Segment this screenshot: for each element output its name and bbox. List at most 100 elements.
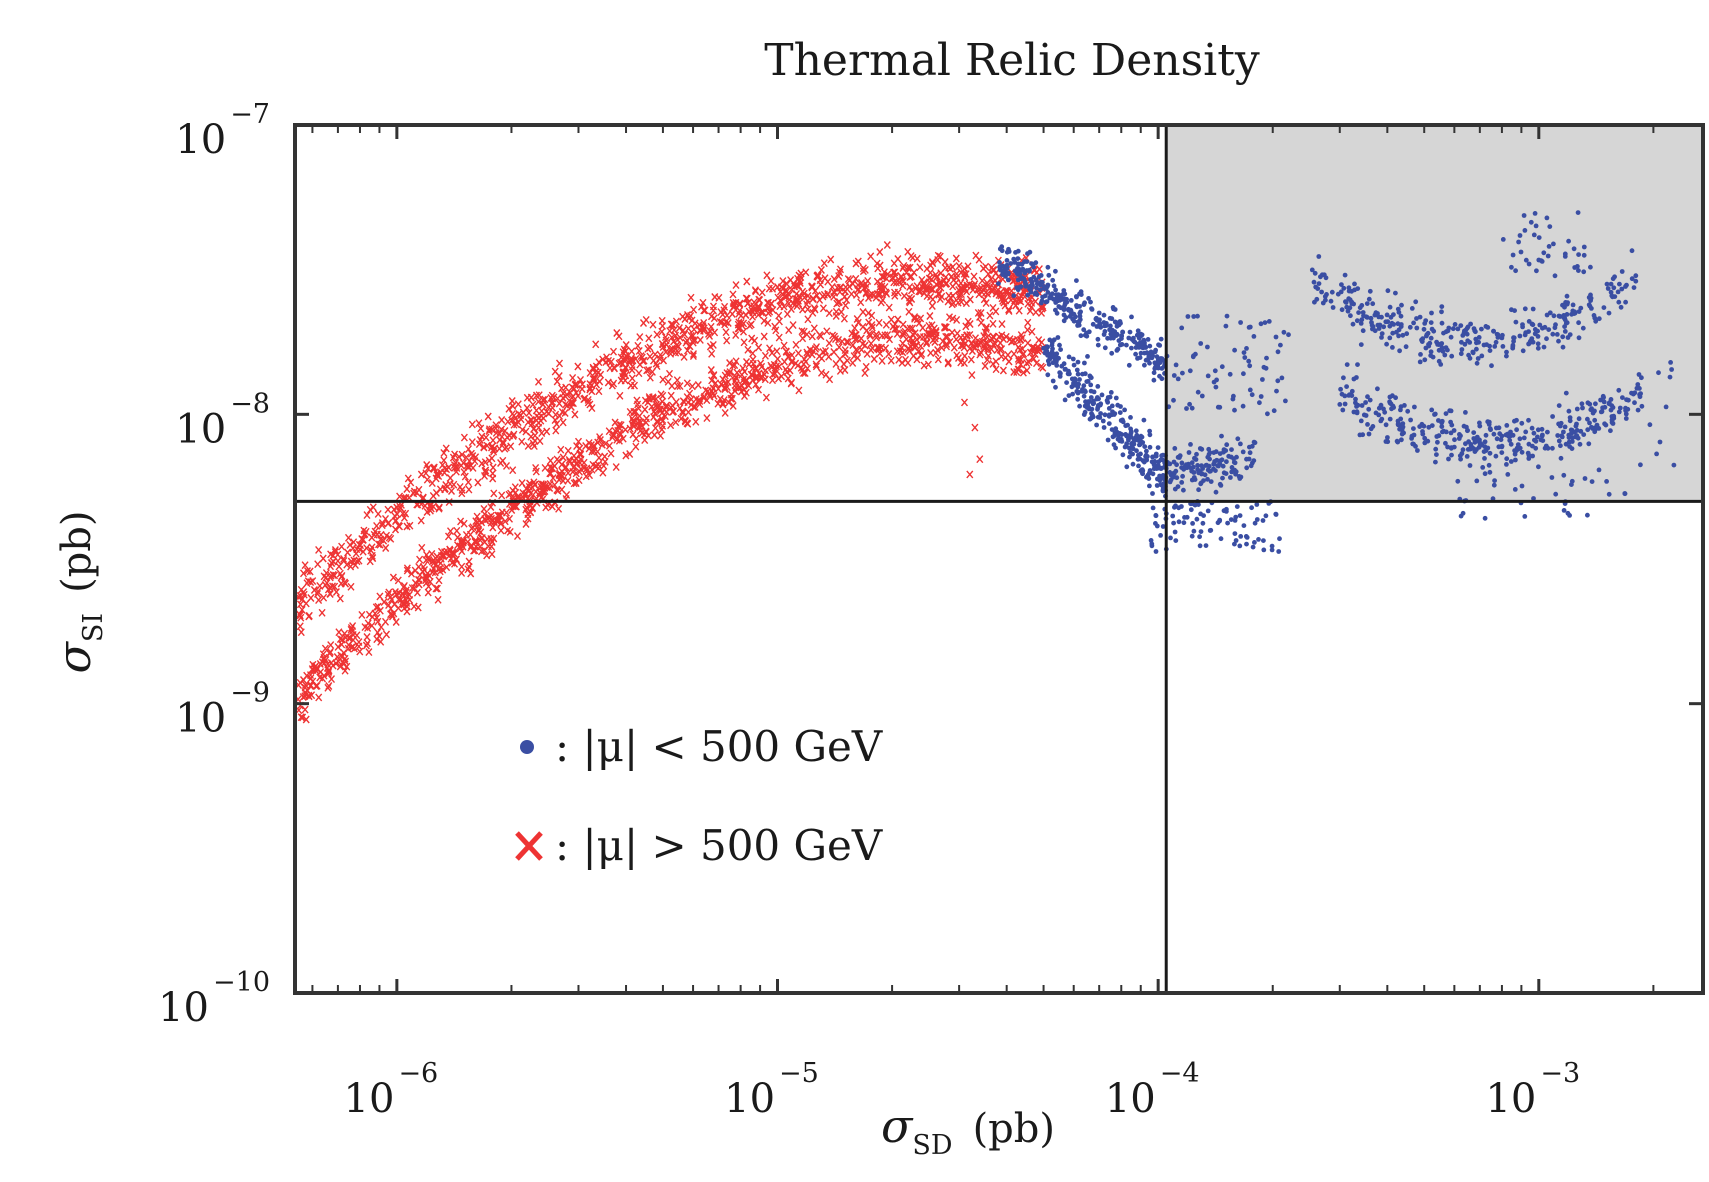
red-x-point [783,310,791,319]
red-x-point [866,331,874,340]
blue-dot-point [1311,279,1317,285]
blue-dot-point [1617,281,1622,287]
blue-dot-point [1571,311,1577,316]
red-x-point [539,400,547,409]
blue-dot-point [1536,235,1542,241]
red-x-point [744,345,752,354]
blue-dot-point [1075,384,1081,390]
red-x-point [609,431,617,440]
red-x-point [334,556,342,565]
blue-dot-point [1420,429,1425,434]
red-x-point [373,521,381,530]
blue-dot-point [1561,472,1567,478]
red-x-point [972,339,980,348]
red-x-point [446,545,454,554]
blue-dot-point [1275,378,1281,384]
blue-dot-point [1047,295,1053,301]
blue-dot-point [1517,436,1523,442]
blue-dot-point [1493,453,1499,459]
blue-dot-point [1115,346,1121,352]
blue-dot-point [1511,335,1516,341]
blue-dot-point [1037,287,1043,293]
red-x-point [488,550,496,559]
red-x-point [985,284,994,293]
red-x-point [899,339,907,348]
y-tick-label: 10−9 [175,678,270,742]
red-x-point [935,290,943,299]
blue-dot-point [1491,431,1497,437]
red-x-point [904,358,912,367]
blue-dot-point [1551,241,1556,247]
blue-dot-point [1261,538,1266,543]
red-x-point [574,437,583,446]
blue-dot-point [1247,450,1253,456]
blue-dot-point [1476,339,1481,345]
red-x-point [826,375,834,384]
blue-dot-point [1117,438,1123,444]
blue-dot-point [1101,425,1107,430]
red-x-point [594,368,602,377]
blue-dot-point [1519,420,1525,426]
red-x-point [541,395,549,404]
blue-dot-point [1531,496,1536,501]
red-x-point [377,623,385,632]
blue-dot-point [1201,478,1206,483]
blue-dot-point [1528,219,1534,225]
red-x-point [787,276,795,285]
red-x-point [758,288,766,297]
red-x-point [395,595,403,604]
blue-dot-point [1057,374,1063,379]
blue-dot-point [1359,403,1365,408]
blue-dot-point [1205,454,1211,460]
blue-dot-point [1387,416,1393,422]
red-x-point [1032,359,1041,368]
red-x-point [711,379,720,388]
red-x-point [327,641,335,650]
red-x-point [613,329,621,337]
blue-dot-point [1107,315,1113,321]
red-x-point [981,362,989,370]
red-x-point [751,286,759,295]
red-x-point [982,299,990,308]
blue-dot-point [1394,438,1400,444]
red-x-point [481,458,489,467]
blue-dot-point [1128,426,1133,432]
blue-dot-point [1154,483,1160,488]
blue-dot-point [1562,251,1568,257]
blue-dot-point [1160,473,1166,478]
blue-dot-point [1067,371,1072,377]
blue-dot-point [1238,534,1244,539]
blue-dot-point [1277,536,1282,542]
red-x-point [841,366,849,374]
blue-dot-point [1091,400,1097,406]
blue-dot-point [1195,467,1201,473]
red-x-point [725,369,733,378]
blue-dot-point [1273,511,1279,517]
red-x-point [971,280,979,289]
blue-dot-point [1061,361,1067,367]
blue-dot-point [1580,405,1585,411]
blue-dot-point [1053,287,1058,293]
red-x-point [857,334,865,343]
blue-dot-point [1521,435,1527,441]
red-x-point [446,474,454,482]
blue-dot-point [1075,359,1081,365]
red-x-point [792,359,800,368]
blue-dot-point [1509,307,1514,313]
red-x-point [936,282,944,291]
red-x-point [548,502,556,511]
red-x-point [378,519,386,528]
blue-dot-point [1474,346,1479,352]
blue-dot-point [1341,285,1347,291]
blue-dot-point [1344,304,1350,310]
blue-dot-point [1522,332,1528,338]
blue-dot-point [1409,433,1415,439]
blue-dot-point [1264,355,1269,361]
blue-dot-point [1610,294,1615,300]
blue-dot-point [1367,397,1373,403]
red-x-point [656,350,664,359]
blue-dot-point [1439,304,1445,309]
red-x-point [640,356,648,365]
red-x-point [649,320,657,329]
blue-dot-point [1342,393,1348,399]
